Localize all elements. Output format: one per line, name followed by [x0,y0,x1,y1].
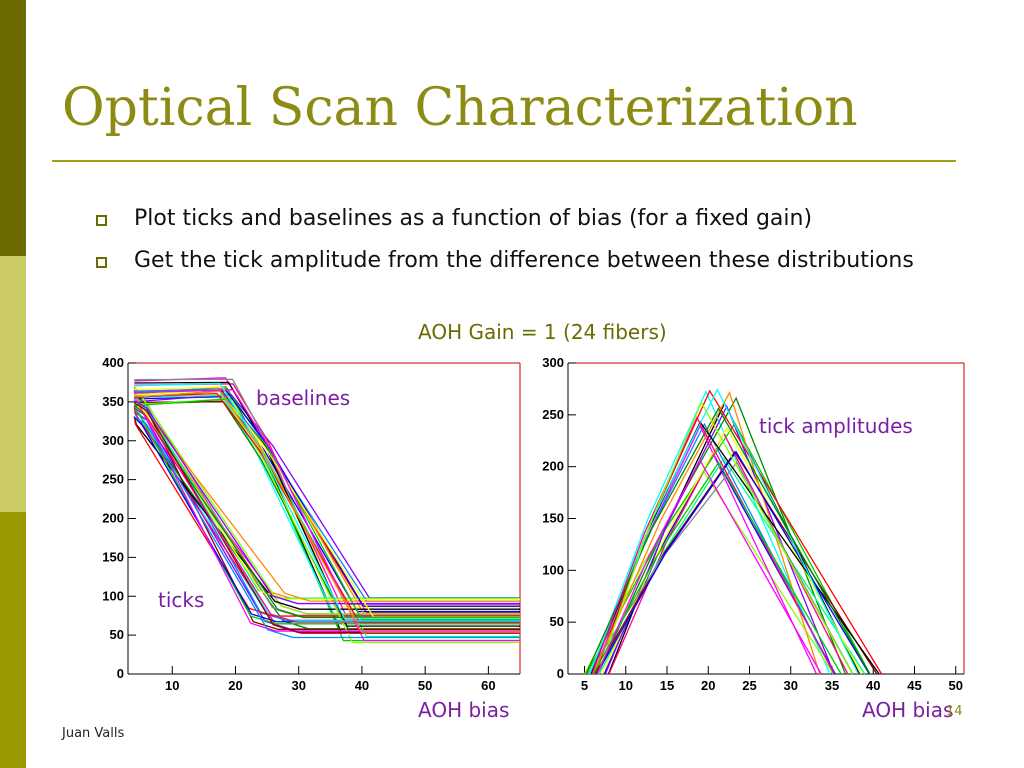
x-tick-label: 25 [742,678,756,693]
baseline-series-line [134,386,520,608]
x-tick-label: 45 [907,678,921,693]
bullet-item: Get the tick amplitude from the differen… [96,246,956,276]
x-tick-label: 20 [701,678,715,693]
baselines-ticks-svg: 0 50 100 150 200 250 300 350 400 10 20 30 40 50 60 [102,355,521,693]
baseline-series-line [134,389,520,642]
sidebar-block-light [0,256,26,512]
amplitude-series-line [596,450,870,675]
y-tick-label: 150 [542,511,564,526]
x-tick-label: 35 [825,678,839,693]
tick-series-line [133,399,520,605]
y-tick-label: 0 [557,666,564,681]
amplitude-series-line [594,450,878,675]
x-tick-label: 60 [481,678,495,693]
y-tick-label: 350 [102,394,124,409]
amplitude-series-line [597,401,854,675]
y-tick-label: 150 [102,549,124,564]
y-tick-label: 100 [542,562,564,577]
tick-series-line [133,395,520,599]
bullet-item: Plot ticks and baselines as a function o… [96,204,956,234]
y-tick-label: 400 [102,355,124,370]
y-tick-label: 250 [102,472,124,487]
y-tick-label: 200 [102,511,124,526]
x-axis-title-right: AOH bias [862,698,954,722]
amplitude-series-line [601,426,862,675]
x-tick-label: 10 [619,678,633,693]
y-tick-label: 50 [110,627,124,642]
bullet-list: Plot ticks and baselines as a function o… [96,204,956,288]
baselines-ticks-plot: 0 50 100 150 200 250 300 350 400 10 20 30 40 50 60 [92,354,532,694]
square-bullet-icon [96,257,107,268]
amplitude-series-line [591,416,835,675]
x-tick-label: 50 [418,678,432,693]
annotation-baselines: baselines [256,386,351,410]
y-tick-label: 0 [117,666,124,681]
tick-series-line [133,404,520,619]
amplitude-series-line [587,461,854,675]
tick-series-line [133,416,520,639]
amplitude-series-line [589,390,831,675]
sidebar-block-dark [0,0,26,256]
x-tick-label: 50 [949,678,963,693]
x-tick-label: 10 [165,678,179,693]
amplitude-series-line [596,458,822,675]
x-tick-label: 30 [291,678,305,693]
bullet-text: Plot ticks and baselines as a function o… [134,206,813,231]
bullet-text: Get the tick amplitude from the differen… [134,248,914,273]
y-tick-label: 300 [542,355,564,370]
square-bullet-icon [96,215,107,226]
baseline-series-line [134,382,520,619]
footer-author: Juan Valls [62,726,125,741]
annotation-ticks: ticks [158,588,205,612]
x-tick-label: 40 [355,678,369,693]
x-tick-label: 20 [228,678,242,693]
tick-amplitudes-svg: 0 50 100 150 200 250 300 5 10 15 20 25 30 35 40 45 50 [542,355,965,693]
title-divider [52,160,956,162]
slide-title: Optical Scan Characterization [62,78,858,138]
amplitude-series-line [592,391,821,675]
amplitude-series-line [592,461,842,675]
x-tick-label: 40 [866,678,880,693]
tick-amplitudes-plot: 0 50 100 150 200 250 300 5 10 15 20 25 30 35 40 45 50 [532,354,972,694]
x-axis-title-left: AOH bias [418,698,510,722]
amplitude-series-line [588,388,859,675]
y-tick-label: 50 [550,614,564,629]
y-tick-label: 250 [542,407,564,422]
x-tick-label: 5 [581,678,588,693]
tick-series-line [133,386,520,615]
sidebar-block-mid [0,512,26,768]
amplitude-series-line [585,407,871,675]
y-tick-label: 200 [542,459,564,474]
y-tick-label: 300 [102,433,124,448]
amplitude-series-line [597,396,847,675]
page-number: 14 [946,704,963,719]
annotation-tick-amplitudes: tick amplitudes [759,414,913,438]
x-tick-label: 30 [784,678,798,693]
tick-series-line [133,407,520,623]
y-tick-label: 100 [102,588,124,603]
x-tick-label: 15 [660,678,674,693]
baseline-series-line [134,390,520,633]
amplitude-series-line [585,422,871,675]
tick-series-line [133,395,520,602]
sidebar-decoration [0,0,26,768]
chart-caption: AOH Gain = 1 (24 fibers) [418,320,667,344]
